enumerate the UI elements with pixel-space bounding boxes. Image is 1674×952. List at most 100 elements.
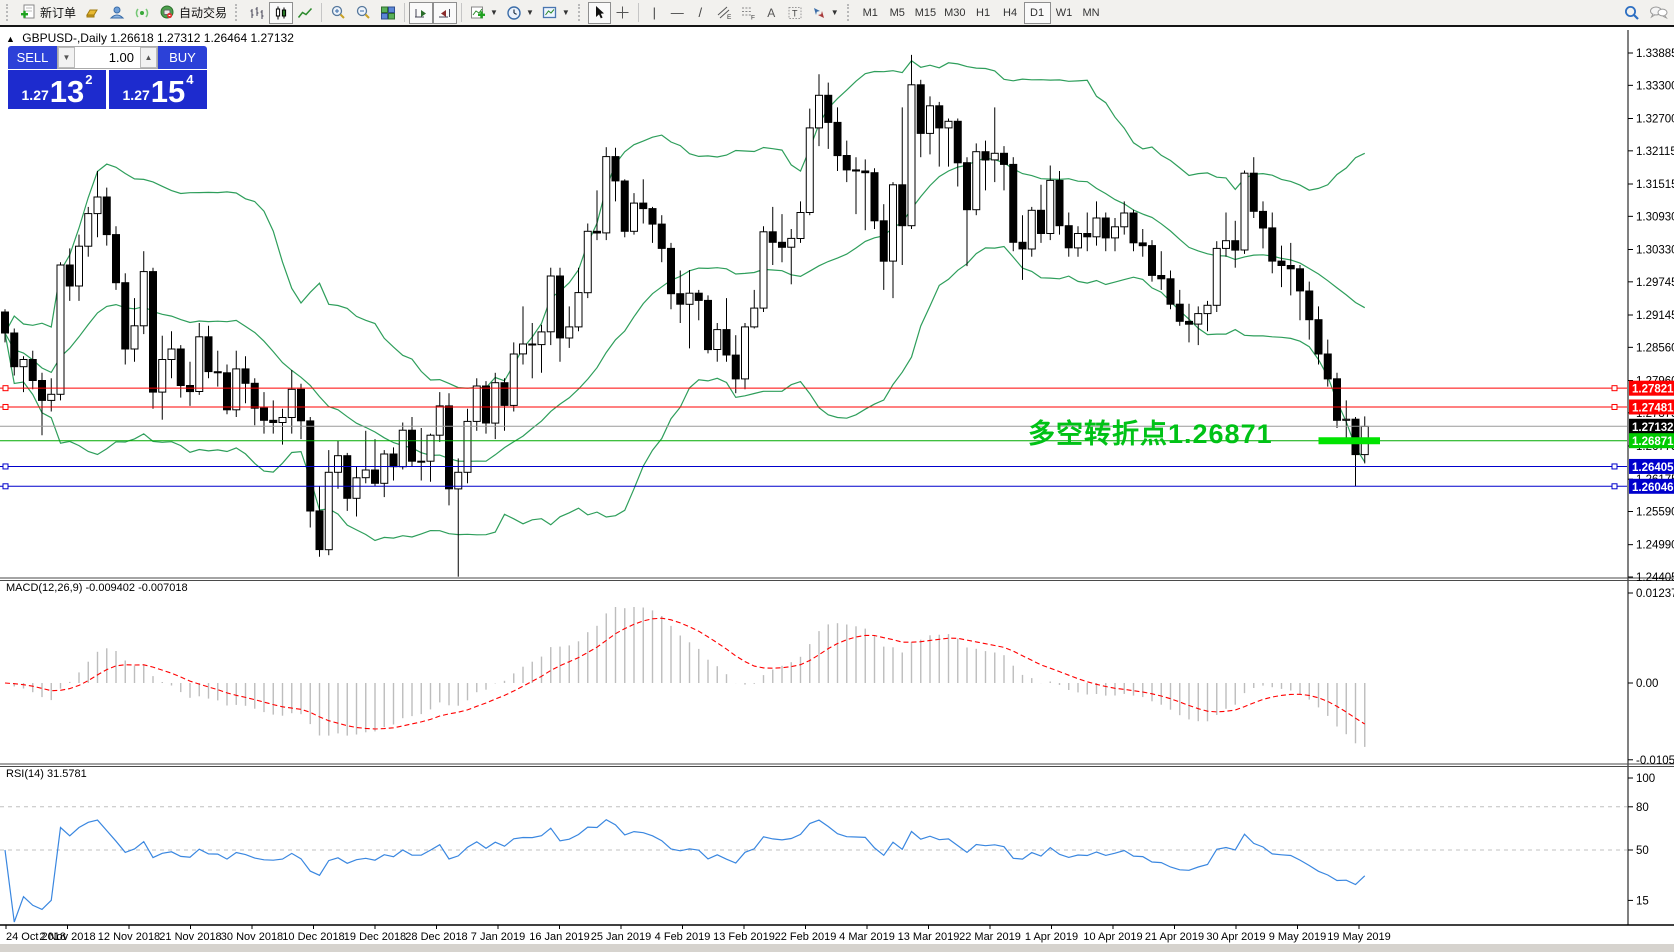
rsi-tick-label: 15 bbox=[1636, 895, 1649, 907]
chart-shift-button[interactable] bbox=[433, 1, 458, 24]
bear-candle bbox=[389, 453, 398, 468]
level-marker[interactable] bbox=[2, 483, 9, 490]
bull-candle bbox=[1074, 233, 1082, 249]
bull-candle bbox=[796, 212, 805, 239]
auto-scroll-button[interactable] bbox=[409, 1, 434, 24]
macd-histogram bbox=[13, 607, 1366, 747]
zoom-out-button[interactable] bbox=[351, 2, 376, 24]
text-label-tool-button[interactable]: T bbox=[783, 2, 807, 24]
macd-signal-line bbox=[4, 617, 1366, 730]
timeframe-button-m1[interactable]: M1 bbox=[862, 6, 878, 19]
trendline-icon: / bbox=[698, 5, 703, 20]
zoom-in-button[interactable] bbox=[326, 2, 351, 24]
bull-candle bbox=[750, 307, 759, 328]
date-tick-label: 4 Mar 2019 bbox=[839, 931, 895, 943]
vertical-line-icon: | bbox=[652, 5, 656, 20]
periods-button[interactable]: ▼ bbox=[502, 2, 538, 24]
channel-tool-button[interactable]: E bbox=[712, 2, 736, 24]
price-tick-label: 1.24990 bbox=[1636, 540, 1674, 552]
bear-candle bbox=[28, 359, 37, 381]
bull-candle bbox=[787, 237, 796, 248]
macd-value: -0.009402 bbox=[85, 582, 136, 594]
bull-candle bbox=[630, 202, 638, 232]
new-order-button[interactable]: 新订单 bbox=[16, 2, 80, 24]
date-tick-label: 30 Apr 2019 bbox=[1206, 931, 1265, 943]
ohlc-close: 1.27132 bbox=[250, 31, 294, 45]
svg-text:F: F bbox=[751, 14, 755, 21]
autotrading-button[interactable]: 自动交易 bbox=[155, 2, 231, 24]
bull-candle bbox=[602, 156, 611, 234]
date-tick-label: 21 Nov 2018 bbox=[159, 931, 221, 943]
timeframe-button-h4[interactable]: H4 bbox=[1003, 6, 1018, 19]
market-button[interactable] bbox=[80, 2, 105, 24]
chat-button[interactable] bbox=[1645, 2, 1672, 24]
templates-button[interactable]: ▼ bbox=[538, 2, 574, 24]
bull-candle bbox=[1222, 240, 1230, 249]
arrows-tool-button[interactable]: ▼ bbox=[807, 2, 843, 24]
macd-signal-value: -0.007018 bbox=[138, 582, 188, 594]
community-button[interactable] bbox=[105, 2, 130, 24]
level-marker[interactable] bbox=[2, 463, 9, 470]
bear-candle bbox=[1000, 152, 1008, 165]
bull-candle bbox=[546, 275, 555, 333]
bear-candle bbox=[861, 170, 870, 174]
toolbar-group-handle bbox=[577, 4, 584, 21]
text-label-icon: T bbox=[788, 6, 802, 19]
bear-candle bbox=[482, 385, 490, 424]
signals-button[interactable] bbox=[130, 2, 155, 24]
volume-increase-button[interactable]: ▲ bbox=[140, 47, 157, 68]
sell-button[interactable]: SELL bbox=[8, 46, 57, 69]
toolbar-separator bbox=[404, 3, 406, 22]
timeframe-button-m30[interactable]: M30 bbox=[944, 6, 966, 19]
bear-candle bbox=[528, 343, 537, 346]
bear-candle bbox=[852, 169, 860, 172]
level-marker[interactable] bbox=[2, 403, 9, 410]
bear-candle bbox=[1333, 378, 1341, 421]
vertical-line-tool-button[interactable]: | bbox=[643, 2, 666, 24]
bar-chart-button[interactable] bbox=[245, 2, 269, 24]
sell-price-button[interactable]: 1.27 13 2 bbox=[8, 70, 106, 109]
buy-button[interactable]: BUY bbox=[158, 46, 207, 69]
text-tool-button[interactable]: A bbox=[760, 2, 783, 24]
horizontal-line-tool-button[interactable]: — bbox=[666, 2, 689, 24]
bear-candle bbox=[768, 231, 777, 243]
indicators-button[interactable]: ▼ bbox=[466, 2, 502, 24]
date-tick-label: 7 Jan 2019 bbox=[471, 931, 525, 943]
bull-candle bbox=[75, 245, 83, 287]
timeframe-button-m15[interactable]: M15 bbox=[914, 6, 937, 19]
timeframe-button-d1[interactable]: D1 bbox=[1023, 1, 1051, 24]
bull-candle bbox=[759, 231, 768, 309]
crosshair-tool-button[interactable] bbox=[611, 2, 634, 24]
level-marker[interactable] bbox=[1611, 403, 1618, 410]
bear-candle bbox=[842, 155, 851, 171]
volume-decrease-button[interactable]: ▼ bbox=[58, 47, 75, 68]
timeframe-button-h1[interactable]: H1 bbox=[976, 6, 991, 19]
sell-price-major: 1.27 bbox=[21, 87, 49, 103]
candlestick-chart-button[interactable] bbox=[269, 1, 294, 24]
bear-candle bbox=[269, 419, 278, 423]
timeframe-button-mn[interactable]: MN bbox=[1082, 6, 1100, 19]
volume-input[interactable]: 1.00 bbox=[75, 47, 140, 68]
search-button[interactable] bbox=[1619, 2, 1645, 24]
line-chart-button[interactable] bbox=[293, 2, 317, 24]
timeframe-button-w1[interactable]: W1 bbox=[1055, 6, 1073, 19]
collapse-triangle-icon[interactable]: ▲ bbox=[6, 34, 15, 44]
trendline-tool-button[interactable]: / bbox=[689, 2, 712, 24]
bull-candle bbox=[1342, 418, 1351, 421]
timeframe-button-m5[interactable]: M5 bbox=[889, 6, 905, 19]
tile-windows-button[interactable] bbox=[376, 2, 400, 24]
fibonacci-tool-button[interactable]: F bbox=[736, 2, 760, 24]
bear-candle bbox=[260, 407, 268, 421]
signal-icon bbox=[135, 8, 149, 18]
level-marker[interactable] bbox=[1611, 463, 1618, 470]
level-marker[interactable] bbox=[1611, 385, 1618, 392]
cursor-tool-button[interactable] bbox=[587, 1, 611, 24]
toolbar-separator bbox=[461, 3, 463, 22]
bull-candle bbox=[537, 331, 546, 346]
bear-candle bbox=[315, 510, 324, 551]
level-marker[interactable] bbox=[2, 385, 9, 392]
level-marker[interactable] bbox=[1611, 483, 1618, 490]
bull-candle bbox=[1120, 212, 1129, 228]
buy-price-button[interactable]: 1.27 15 4 bbox=[109, 70, 207, 109]
